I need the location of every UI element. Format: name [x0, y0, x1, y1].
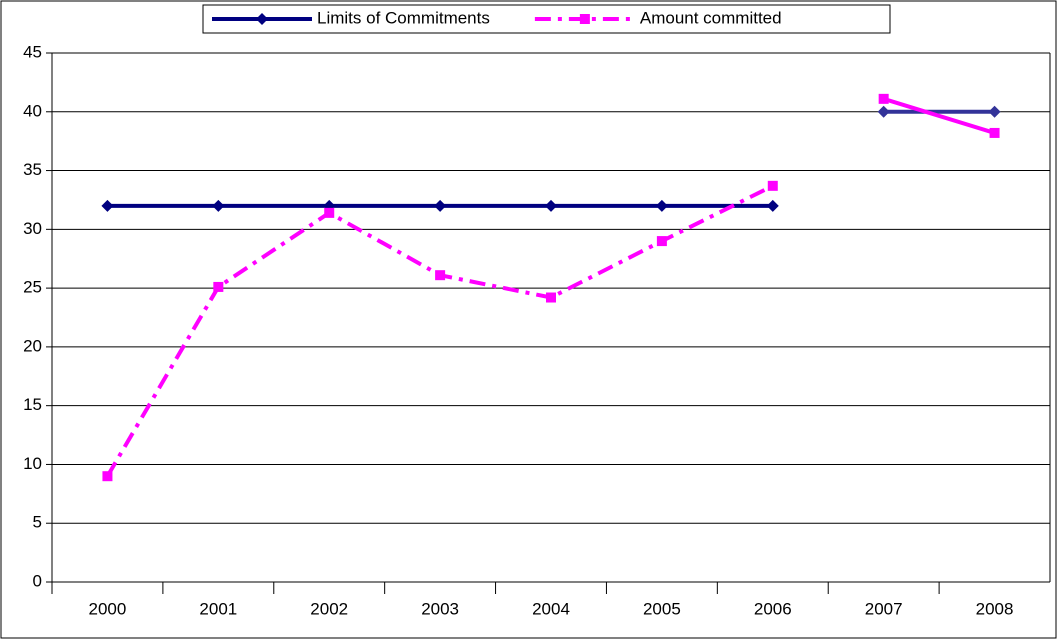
y-tick-label: 5 [33, 513, 42, 532]
y-tick-label: 30 [23, 219, 42, 238]
diamond-marker [212, 199, 225, 212]
diamond-marker [877, 105, 890, 118]
square-marker [102, 471, 113, 482]
x-tick-label: 2007 [865, 599, 903, 618]
y-tick-label: 45 [23, 42, 42, 61]
legend-label: Amount committed [640, 8, 782, 27]
series-line [883, 96, 996, 135]
x-tick-label: 2000 [89, 599, 127, 618]
square-marker [656, 236, 667, 247]
square-marker [989, 127, 1000, 138]
y-tick-label: 0 [33, 571, 42, 590]
diamond-marker [256, 13, 268, 25]
y-tick-label: 20 [23, 336, 42, 355]
diamond-marker [545, 199, 557, 212]
diamond-marker [101, 199, 114, 212]
y-tick-label: 40 [23, 101, 42, 120]
diamond-marker [988, 105, 1001, 118]
square-marker [878, 93, 889, 104]
x-tick-label: 2001 [199, 599, 237, 618]
x-tick-label: 2005 [643, 599, 681, 618]
x-tick-label: 2003 [421, 599, 459, 618]
y-tick-label: 10 [23, 454, 42, 473]
y-tick-label: 15 [23, 395, 42, 414]
square-marker [324, 207, 335, 218]
y-tick-label: 25 [23, 278, 42, 297]
y-tick-label: 35 [23, 160, 42, 179]
diamond-marker [766, 199, 779, 212]
x-tick-label: 2002 [310, 599, 348, 618]
legend-label: Limits of Commitments [317, 8, 490, 27]
diamond-marker [434, 199, 447, 212]
square-marker [213, 281, 224, 292]
x-tick-label: 2008 [976, 599, 1014, 618]
square-marker [546, 292, 556, 303]
square-marker [767, 180, 778, 191]
x-tick-label: 2004 [532, 599, 570, 618]
diamond-marker [655, 199, 668, 212]
square-marker [435, 270, 446, 281]
square-marker [579, 14, 590, 24]
x-tick-label: 2006 [754, 599, 792, 618]
